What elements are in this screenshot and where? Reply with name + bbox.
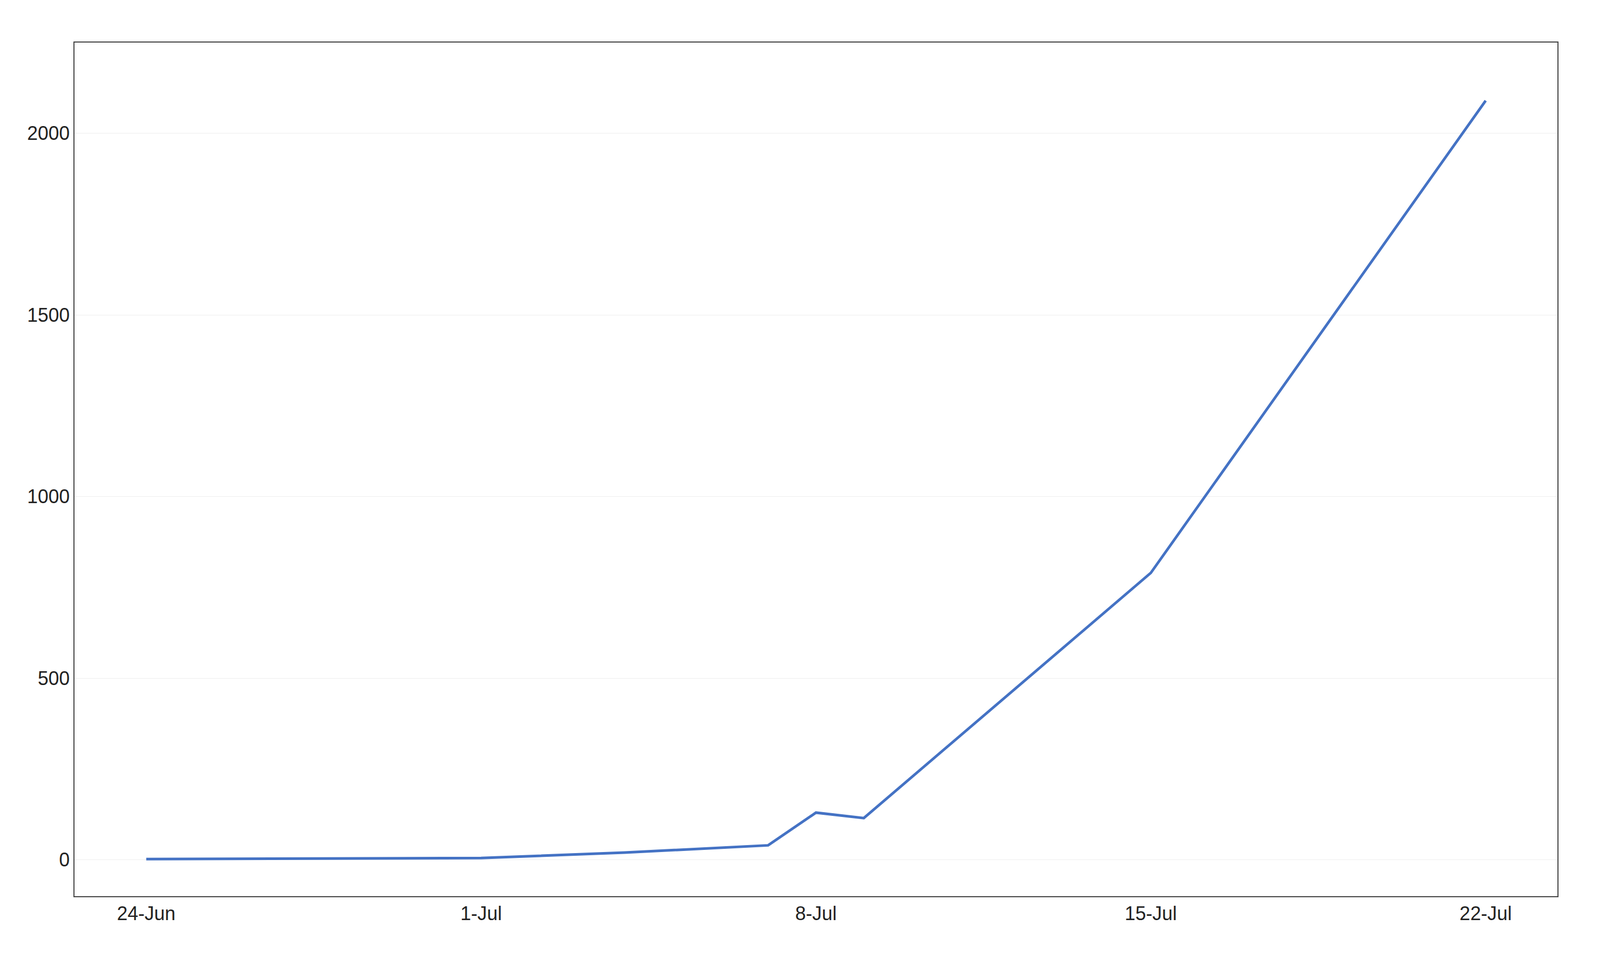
svg-text:1-Jul: 1-Jul xyxy=(460,902,502,925)
svg-text:24-Jun: 24-Jun xyxy=(117,902,176,925)
svg-text:8-Jul: 8-Jul xyxy=(794,902,837,925)
svg-text:22-Jul: 22-Jul xyxy=(1459,902,1512,925)
svg-text:500: 500 xyxy=(37,667,70,690)
svg-text:1000: 1000 xyxy=(27,485,70,508)
svg-text:2000: 2000 xyxy=(27,122,70,145)
svg-text:0: 0 xyxy=(59,849,70,872)
svg-text:1500: 1500 xyxy=(27,304,70,327)
svg-text:15-Jul: 15-Jul xyxy=(1124,902,1177,925)
